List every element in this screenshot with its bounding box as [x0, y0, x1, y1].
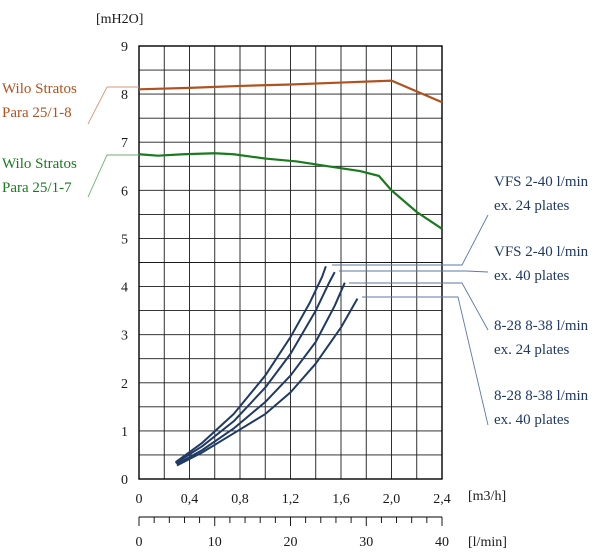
- y-tick-label: 0: [121, 473, 128, 488]
- hx-label-1-line1: VFS 2-40 l/min: [494, 174, 589, 190]
- pump-leader-2: [87, 154, 139, 198]
- hx-label-3-line1: 8-28 8-38 l/min: [494, 318, 589, 334]
- x-tick-label-m3h: 2,4: [433, 492, 451, 507]
- hx-leader-4: [362, 296, 489, 426]
- x-tick-label-lmin: 20: [284, 535, 298, 550]
- x-tick-label-m3h: 0,8: [231, 492, 249, 507]
- y-tick-label: 3: [121, 329, 128, 344]
- heat-exchanger-curves: [175, 266, 359, 467]
- y-tick-label: 8: [121, 88, 128, 103]
- x-tick-label-lmin: 10: [208, 535, 222, 550]
- y-tick-label: 7: [121, 136, 128, 151]
- pump-curves: [138, 79, 443, 230]
- hx-leader-1: [332, 214, 489, 266]
- pump-curve-1: [138, 79, 443, 104]
- y-tick-label: 1: [121, 425, 128, 440]
- y-axis-ticks: 0 1 2 3 4 5 6 7 8 9: [121, 40, 128, 488]
- pump-leader-1: [87, 86, 139, 125]
- x-axis-ticks-m3h: 0 0,4 0,8 1,2 1,6 2,0 2,4: [136, 492, 451, 507]
- y-tick-label: 5: [121, 232, 128, 247]
- plot-frame: [138, 45, 443, 480]
- y-tick-label: 2: [121, 377, 128, 392]
- y-axis-label: [mH2O]: [96, 12, 143, 27]
- leader-lines: [87, 86, 489, 426]
- x-tick-label-lmin: 40: [435, 535, 449, 550]
- hx-label-2-line1: VFS 2-40 l/min: [494, 244, 589, 260]
- hx-curve-4: [176, 298, 359, 467]
- x-tick-label-m3h: 1,2: [282, 492, 300, 507]
- pump-label-1-line1: Wilo Stratos: [2, 81, 77, 97]
- grid: [138, 45, 443, 480]
- x-tick-label-m3h: 1,6: [332, 492, 350, 507]
- hx-leader-3: [349, 282, 489, 331]
- pump-label-2-line2: Para 25/1-7: [2, 180, 72, 196]
- hx-label-4-line2: ex. 40 plates: [494, 412, 570, 428]
- x-tick-label-m3h: 2,0: [383, 492, 401, 507]
- hx-label-4-line1: 8-28 8-38 l/min: [494, 388, 589, 404]
- hx-curve-3: [176, 282, 346, 465]
- x-axis-label-m3h: [m3/h]: [468, 489, 506, 504]
- hx-curve-2: [175, 271, 336, 464]
- pump-label-2-line1: Wilo Stratos: [2, 156, 77, 172]
- hx-label-3-line2: ex. 24 plates: [494, 342, 570, 358]
- y-tick-label: 4: [121, 281, 128, 296]
- y-tick-label: 9: [121, 40, 128, 55]
- x-tick-label-m3h: 0,4: [181, 492, 199, 507]
- hx-curve-1: [175, 266, 327, 463]
- x-tick-label-lmin: 30: [359, 535, 373, 550]
- plot-border: [138, 45, 443, 480]
- hx-leader-2: [339, 270, 489, 273]
- x-tick-label-lmin: 0: [136, 535, 143, 550]
- x-tick-label-m3h: 0: [136, 492, 143, 507]
- y-tick-label: 6: [121, 184, 128, 199]
- x-axis-ticks-lmin: 0 10 20 30 40: [136, 516, 449, 550]
- x-axis-label-lmin: [l/min]: [468, 535, 507, 550]
- pump-curve-2: [138, 152, 443, 230]
- pump-label-1-line2: Para 25/1-8: [2, 105, 72, 121]
- hx-label-2-line2: ex. 40 plates: [494, 268, 570, 284]
- hx-label-1-line2: ex. 24 plates: [494, 198, 570, 214]
